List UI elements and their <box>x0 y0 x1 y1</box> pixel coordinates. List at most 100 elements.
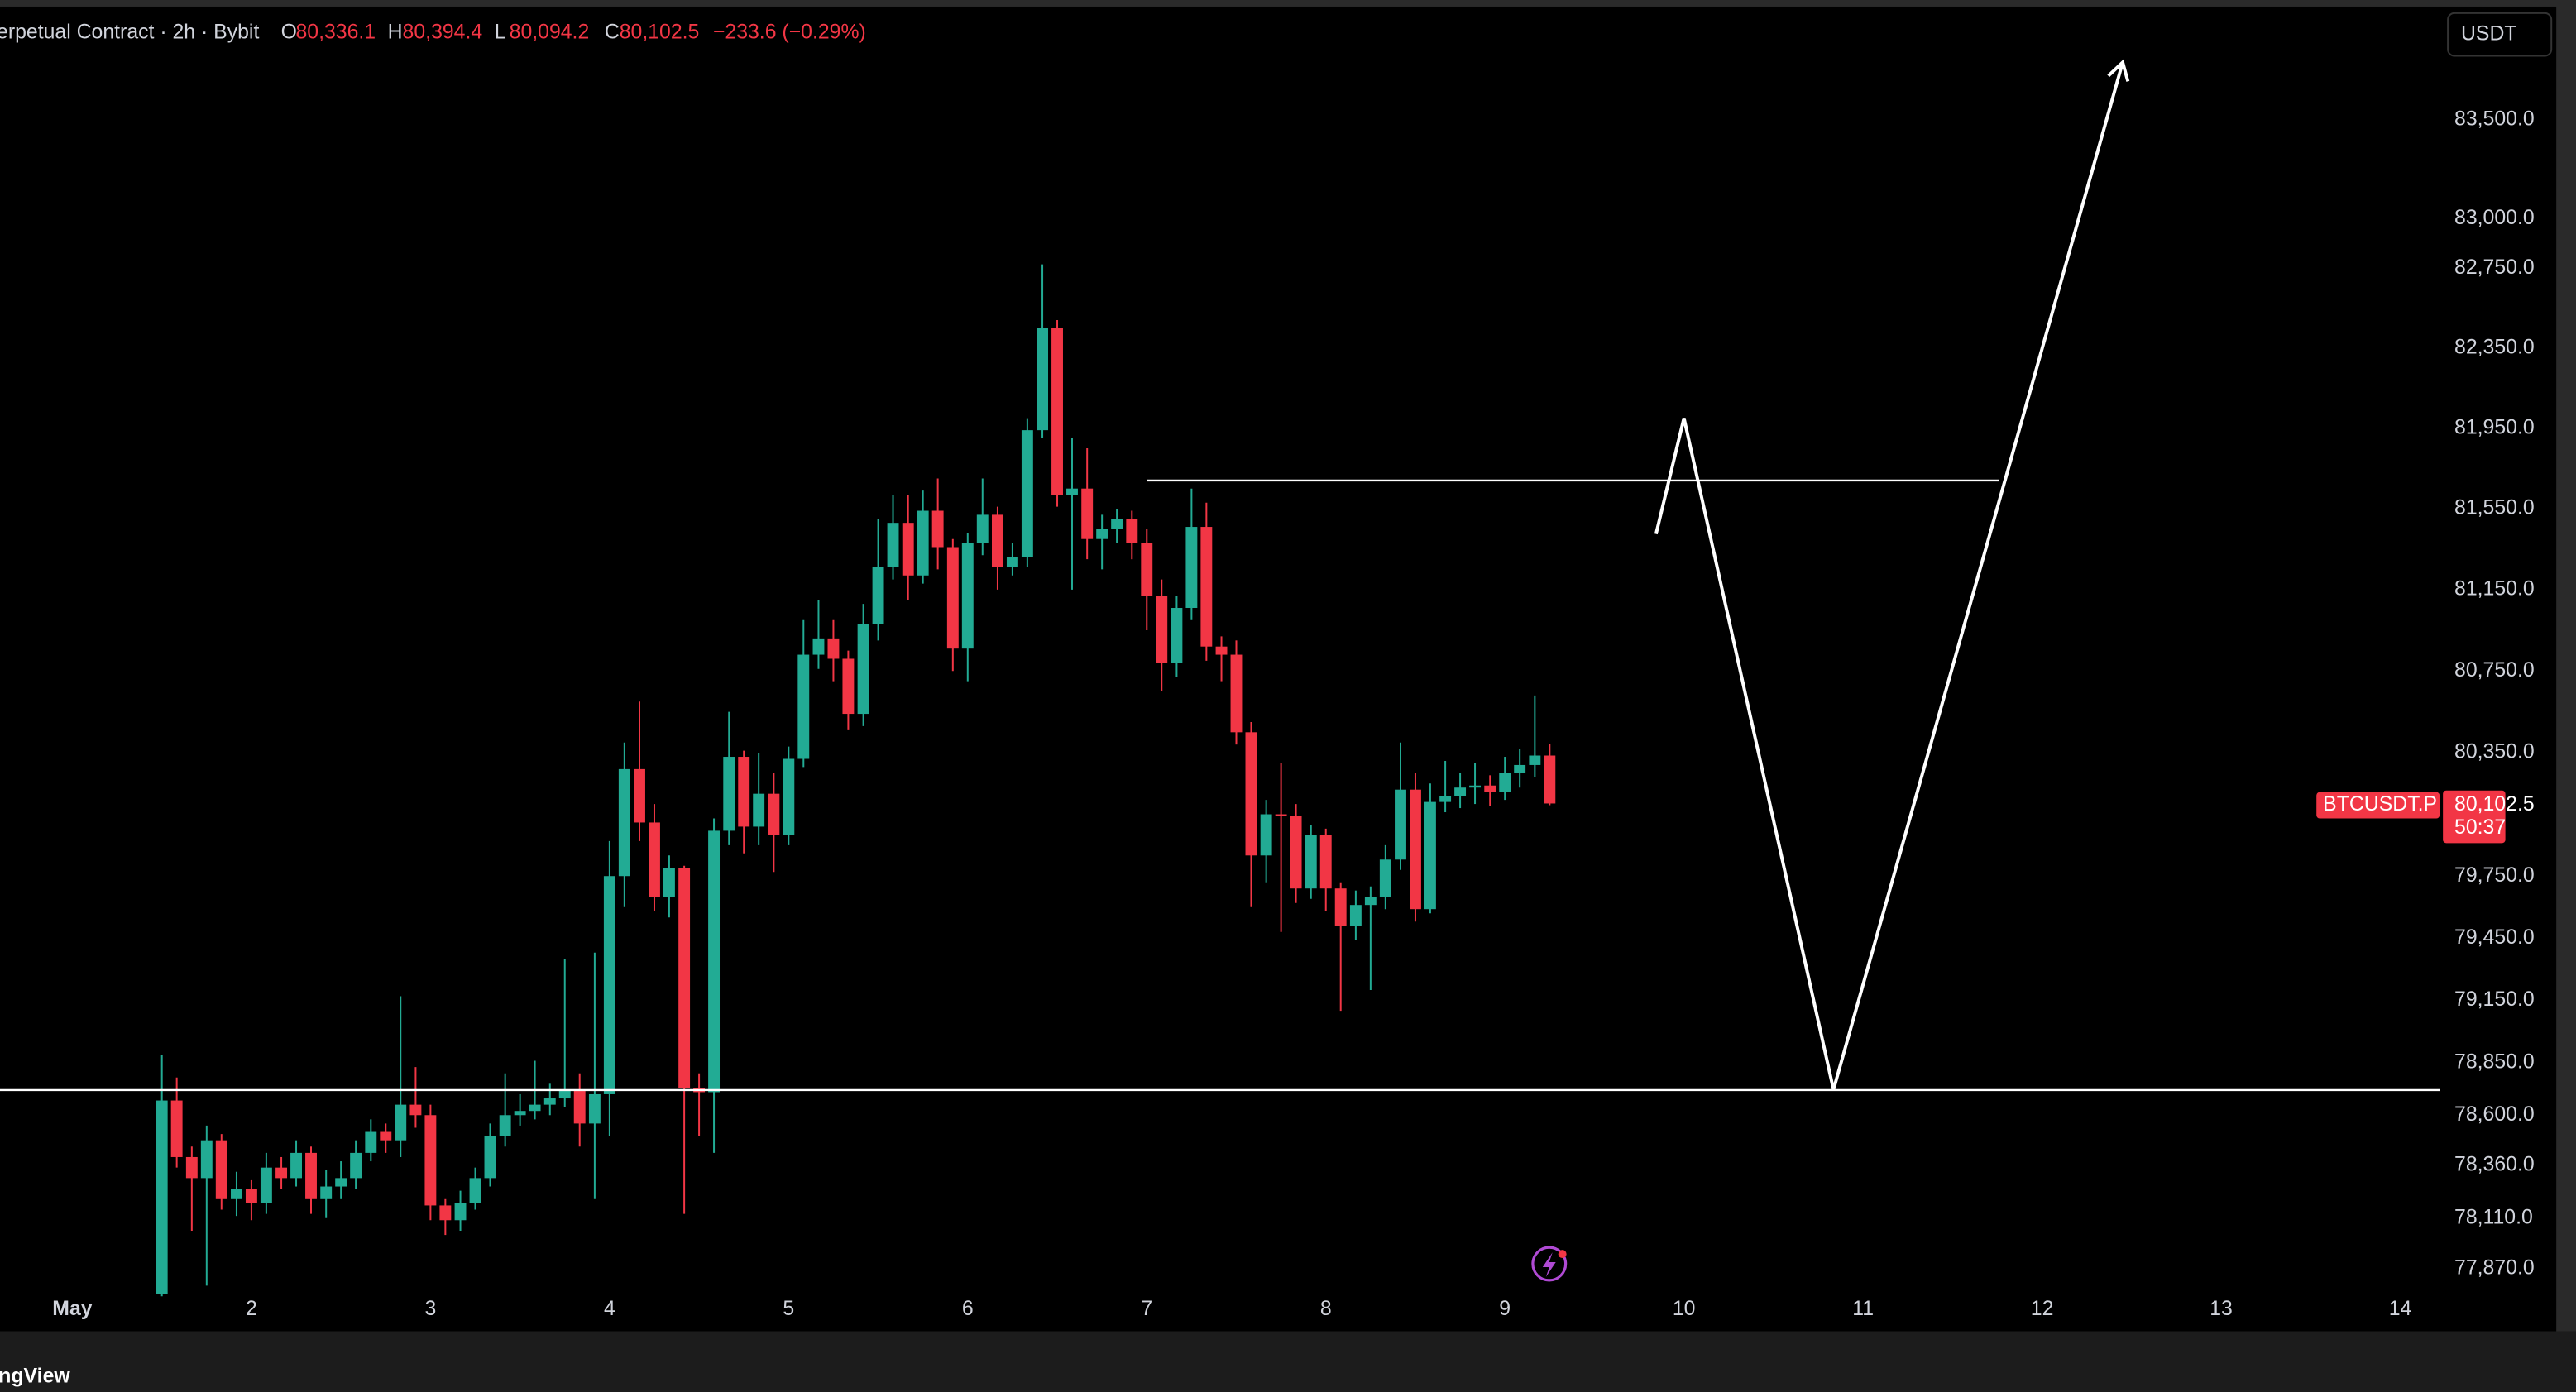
price-change: −233.6 (−0.29%) <box>713 21 866 43</box>
price-tag-price: 80,102.5 <box>2454 793 2535 816</box>
candle-body <box>917 510 929 576</box>
candle-body <box>231 1189 242 1199</box>
candle-body <box>350 1152 362 1179</box>
y-tick-label: 79,450.0 <box>2454 926 2535 949</box>
x-tick-label: 12 <box>2031 1298 2054 1320</box>
candle-body <box>946 547 959 649</box>
candle-body <box>365 1131 377 1153</box>
candle-body <box>1424 801 1436 910</box>
candle-body <box>618 768 630 877</box>
y-tick-label: 80,350.0 <box>2454 741 2535 763</box>
y-tick-label: 80,750.0 <box>2454 659 2535 682</box>
candle-body <box>1364 897 1377 906</box>
candle-body <box>1379 859 1391 897</box>
candle-body <box>783 758 795 835</box>
candle-body <box>1484 785 1496 792</box>
candle-body <box>634 768 645 823</box>
candle-body <box>1021 430 1033 557</box>
candle-body <box>1200 527 1213 647</box>
x-tick-label: 3 <box>424 1298 436 1320</box>
candle-body <box>663 868 675 897</box>
candle-body <box>768 793 780 835</box>
candle-body <box>409 1104 422 1116</box>
candle-body <box>1410 789 1421 910</box>
candle-body <box>1499 773 1511 792</box>
x-tick-label: 7 <box>1141 1298 1152 1320</box>
candle-body <box>738 757 750 827</box>
candle-body <box>275 1167 288 1179</box>
candle-body <box>1305 835 1317 889</box>
ohlc-label: C <box>605 21 620 43</box>
candle-body <box>723 757 735 831</box>
candle-body <box>1290 816 1302 889</box>
candle-body <box>395 1104 407 1141</box>
y-tick-label: 78,600.0 <box>2454 1103 2535 1126</box>
y-tick-label: 81,150.0 <box>2454 577 2535 600</box>
plot <box>0 59 2440 1297</box>
notification-dot <box>1558 1250 1567 1259</box>
candle-body <box>991 514 1003 567</box>
candle-body <box>887 523 899 567</box>
candle-body <box>1275 814 1287 816</box>
candle-body <box>1260 814 1272 856</box>
y-tick-label: 78,360.0 <box>2454 1154 2535 1176</box>
x-tick-label: 9 <box>1499 1298 1511 1320</box>
candle-body <box>170 1100 183 1157</box>
candle-body <box>753 793 765 827</box>
candle-body <box>260 1167 272 1203</box>
currency-label[interactable]: USDT <box>2461 22 2517 45</box>
candle-body <box>1245 732 1257 856</box>
candle-body <box>454 1203 467 1221</box>
x-tick-label: 2 <box>246 1298 257 1320</box>
candle-body <box>245 1189 257 1203</box>
candle-body <box>872 567 884 624</box>
candle-body <box>1469 785 1482 788</box>
candle-body <box>290 1152 302 1179</box>
time-axis <box>0 1289 2440 1332</box>
ohlc-value: 80,394.4 <box>403 21 483 43</box>
price-tag-countdown: 50:37 <box>2454 816 2506 839</box>
x-tick-label: 5 <box>783 1298 794 1320</box>
price-tag <box>2443 790 2506 844</box>
candle-body <box>1156 596 1168 663</box>
y-tick-label: 83,500.0 <box>2454 108 2535 130</box>
y-tick-label: 77,870.0 <box>2454 1257 2535 1280</box>
x-tick-label: May <box>52 1298 92 1320</box>
candle-body <box>1349 905 1362 926</box>
candle-body <box>1141 543 1153 596</box>
candle-body <box>1529 755 1541 765</box>
y-tick-label: 82,750.0 <box>2454 256 2535 279</box>
lightning-icon[interactable] <box>1531 1246 1568 1282</box>
ohlc-label: O <box>281 21 297 43</box>
y-tick-label: 82,350.0 <box>2454 336 2535 358</box>
x-tick-label: 14 <box>2389 1298 2412 1320</box>
projection-path <box>1654 61 2124 1090</box>
candle-body <box>649 822 660 897</box>
ohlc-value: 80,102.5 <box>620 21 700 43</box>
candle-body <box>797 654 810 759</box>
candle-body <box>156 1100 168 1294</box>
ohlc-label: H <box>388 21 403 43</box>
candle-body <box>215 1140 227 1199</box>
candle-body <box>320 1186 333 1199</box>
candle-body <box>1111 519 1123 529</box>
watermark: dingView <box>0 1366 70 1388</box>
candle-body <box>1439 796 1452 802</box>
currency-button[interactable] <box>2447 12 2553 57</box>
candle-body <box>469 1178 481 1203</box>
candle-body <box>424 1115 437 1206</box>
candle-body <box>842 658 855 715</box>
candle-body <box>529 1104 541 1112</box>
candle-body <box>931 510 944 548</box>
candle-body <box>1395 789 1406 860</box>
lightning-bolt <box>1542 1252 1556 1277</box>
candle-body <box>588 1093 601 1124</box>
ohlc-legend: O80,336.1 H 80,394.4 L 80,094.2 C 80,102.5 <box>281 21 700 43</box>
top-border <box>0 0 2576 7</box>
ohlc-value: 80,336.1 <box>295 21 376 43</box>
candle-body <box>558 1089 571 1099</box>
candle-body <box>857 624 869 715</box>
candle-body <box>678 868 691 1088</box>
